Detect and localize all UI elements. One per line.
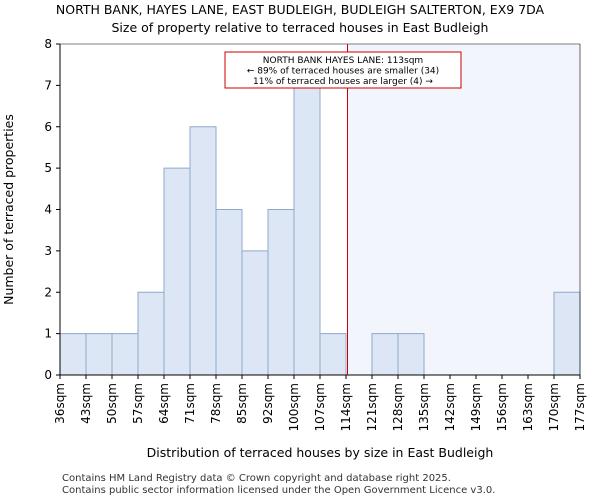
x-tick-label: 121sqm [365,383,379,431]
bar-43sqm [85,333,113,376]
x-tick-label: 163sqm [521,383,535,431]
larger-region [347,44,580,375]
annotation-line-1: NORTH BANK HAYES LANE: 113sqm [263,56,423,66]
x-tick-label: 100sqm [287,383,301,431]
x-tick-label: 78sqm [209,383,223,424]
chart-subtitle: Size of property relative to terraced ho… [111,20,489,35]
x-tick-label: 43sqm [79,383,93,424]
y-tick-label: 3 [44,244,52,258]
x-axis-label: Distribution of terraced houses by size … [147,445,494,460]
y-axis-label: Number of terraced properties [1,114,16,305]
y-tick-label: 0 [44,368,52,382]
x-tick-label: 85sqm [235,383,249,424]
x-tick-label: 92sqm [261,383,275,424]
x-tick-label: 128sqm [391,383,405,431]
bar-85sqm [241,250,269,376]
x-tick-label: 135sqm [417,383,431,431]
bar-170sqm [553,291,581,376]
x-tick-label: 177sqm [573,383,587,431]
x-tick-label: 57sqm [131,383,145,424]
y-tick-label: 2 [44,285,52,299]
footer-line-2: Contains public sector information licen… [62,485,496,496]
x-tick-label: 149sqm [469,383,483,431]
x-tick-label: 50sqm [105,383,119,424]
y-tick-label: 4 [44,203,52,217]
y-tick-label: 7 [44,78,52,92]
bar-128sqm [397,333,425,376]
chart-title: NORTH BANK, HAYES LANE, EAST BUDLEIGH, B… [55,2,545,17]
y-tick-label: 5 [44,161,52,175]
bar-78sqm [215,209,243,376]
bar-57sqm [137,291,165,376]
annotation-box [224,51,462,89]
x-tick-label: 114sqm [339,383,353,431]
bar-92sqm [267,209,295,376]
x-tick-label: 107sqm [313,383,327,431]
annotation-line-3: 11% of terraced houses are larger (4) → [253,77,433,87]
y-tick-label: 1 [44,327,52,341]
bar-121sqm [371,333,399,376]
annotation-line-2: ← 89% of terraced houses are smaller (34… [247,67,439,77]
x-tick-label: 142sqm [443,383,457,431]
bar-71sqm [189,126,217,376]
y-tick-label: 8 [44,37,52,51]
bar-100sqm [293,84,321,376]
bar-64sqm [163,167,191,376]
x-tick-label: 71sqm [183,383,197,424]
x-tick-label: 170sqm [547,383,561,431]
x-tick-label: 156sqm [495,383,509,431]
y-tick-label: 6 [44,120,52,134]
bar-chart: 0 1 2 3 4 5 6 7 8 36sqm 43sqm 50sqm 57sqm 64sqm 71sqm 7… [1,37,587,460]
bar-107sqm [319,333,347,376]
footer-line-1: Contains HM Land Registry data © Crown c… [62,473,451,484]
bar-50sqm [111,333,139,376]
x-tick-label: 36sqm [53,383,67,424]
bar-36sqm [59,333,87,376]
x-tick-label: 64sqm [157,383,171,424]
